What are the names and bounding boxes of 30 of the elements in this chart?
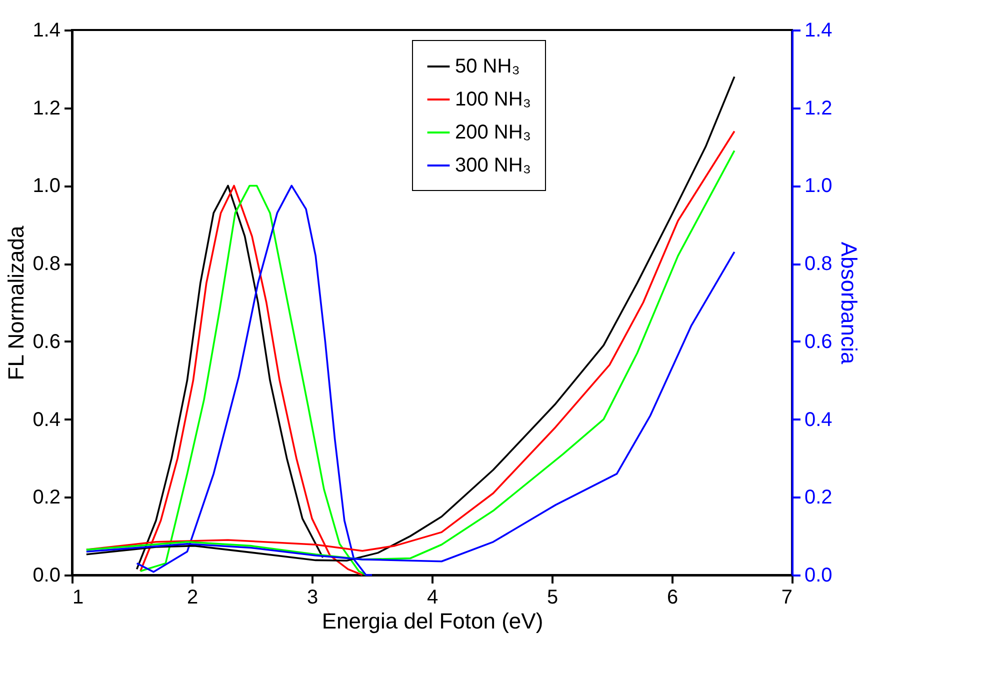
y-tick-label: 0.4 [32, 408, 60, 431]
x-tick-label: 5 [546, 586, 558, 608]
x-tick-label: 2 [186, 586, 198, 608]
y-tick-label: 1.2 [32, 97, 60, 120]
y2-tick-label: 1.0 [804, 175, 832, 198]
y-tick-label: 0.0 [32, 564, 60, 586]
x-tick-label: 4 [426, 586, 438, 608]
y2-axis-title: Absorbancia [836, 242, 862, 365]
y-tick-label: 1.0 [32, 175, 60, 198]
x-axis-title: Energia del Foton (eV) [322, 608, 544, 634]
y2-tick-label: 0.8 [804, 253, 832, 276]
x-tick-label: 6 [666, 586, 678, 608]
x-tick-label: 7 [781, 586, 792, 608]
y-tick-label: 0.2 [32, 486, 60, 509]
legend-label: 200 NH₃ [455, 122, 531, 144]
x-tick-label: 3 [306, 586, 318, 608]
y-tick-label: 0.8 [32, 253, 60, 276]
y2-tick-label: 1.4 [804, 20, 832, 42]
y-tick-label: 0.6 [32, 330, 60, 353]
y2-tick-label: 0.6 [804, 330, 832, 353]
legend-label: 50 NH₃ [455, 56, 520, 78]
y2-tick-label: 0.4 [804, 408, 832, 431]
legend-label: 100 NH₃ [455, 88, 531, 110]
y-tick-label: 1.4 [32, 20, 60, 42]
y2-tick-label: 1.2 [804, 97, 832, 120]
legend-label: 300 NH₃ [455, 154, 531, 176]
y2-tick-label: 0.2 [804, 486, 832, 509]
y2-tick-label: 0.0 [804, 564, 832, 586]
x-tick-label: 1 [72, 586, 84, 608]
y-axis-title: FL Normalizada [4, 225, 29, 380]
